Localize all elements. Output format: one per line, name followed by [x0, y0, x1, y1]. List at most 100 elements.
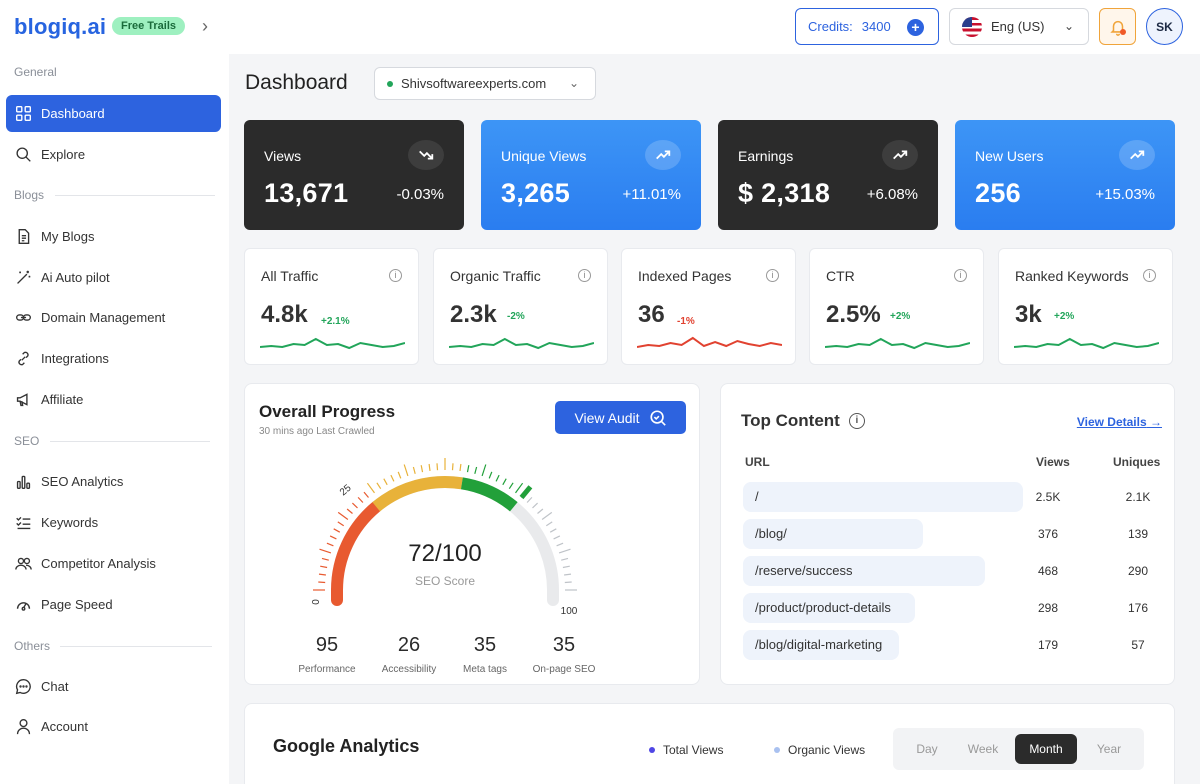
chevron-right-icon[interactable]: › [202, 16, 208, 36]
sub-score-label: Accessibility [381, 664, 437, 675]
view-details-link[interactable]: View Details → [1077, 415, 1162, 429]
stat-value: $ 2,318 [738, 178, 831, 208]
plus-icon[interactable]: + [907, 19, 924, 36]
metric-card-all-traffic[interactable]: All Traffic i 4.8k +2.1% [244, 248, 419, 365]
period-day[interactable]: Day [916, 742, 938, 756]
gauge-tick [412, 466, 416, 474]
info-icon[interactable]: i [1143, 269, 1156, 282]
sidebar-item-affiliate[interactable]: Affiliate [6, 381, 221, 418]
row-url[interactable]: /reserve/success [743, 556, 985, 586]
row-url[interactable]: /blog/digital-marketing [743, 630, 899, 660]
stat-value: 256 [975, 178, 1021, 208]
row-uniques: 139 [1127, 527, 1149, 541]
avatar[interactable]: SK [1146, 8, 1183, 45]
stat-change: +15.03% [1095, 186, 1155, 203]
gauge-tick [319, 548, 332, 554]
view-audit-button[interactable]: View Audit [555, 401, 686, 434]
seo-score-label: SEO Score [414, 574, 476, 588]
gauge-tick-label: 100 [561, 606, 578, 617]
period-week[interactable]: Week [967, 742, 999, 756]
table-row[interactable]: / 2.5K 2.1K [743, 482, 1173, 512]
sidebar-item-ai-auto-pilot[interactable]: Ai Auto pilot [6, 259, 221, 296]
sub-score-accessibility: 26 Accessibility [364, 634, 454, 675]
row-url[interactable]: /blog/ [743, 519, 923, 549]
period-month[interactable]: Month [1015, 734, 1077, 764]
stat-card-views[interactable]: Views 13,671 -0.03% [244, 120, 464, 230]
legend-total-views[interactable]: Total Views [649, 743, 723, 757]
table-row[interactable]: /blog/digital-marketing 179 57 [743, 630, 1173, 660]
metric-label: All Traffic [261, 268, 319, 284]
link-icon [14, 309, 32, 327]
free-trial-badge[interactable]: Free Trails [112, 17, 186, 35]
metric-card-ranked-keywords[interactable]: Ranked Keywords i 3k +2% [998, 248, 1173, 365]
language-select[interactable]: Eng (US) ⌄ [949, 8, 1089, 45]
metric-change: -2% [507, 311, 525, 322]
table-row[interactable]: /product/product-details 298 176 [743, 593, 1173, 623]
search-audit-icon [650, 409, 666, 426]
sidebar-item-competitor-analysis[interactable]: Competitor Analysis [6, 545, 221, 582]
table-row[interactable]: /blog/ 376 139 [743, 519, 1173, 549]
language-label: Eng (US) [991, 19, 1045, 34]
stat-value: 3,265 [501, 178, 571, 208]
sidebar-item-integrations[interactable]: Integrations [6, 340, 221, 377]
sidebar-item-keywords[interactable]: Keywords [6, 504, 221, 541]
stat-card-new-users[interactable]: New Users 256 +15.03% [955, 120, 1175, 230]
sparkline [1014, 337, 1159, 350]
sidebar-item-account[interactable]: Account [6, 708, 221, 745]
sidebar-item-label: Domain Management [41, 310, 166, 325]
metric-value: 2.3k [450, 301, 497, 328]
link-label: View Details [1076, 415, 1147, 429]
sidebar-item-label: Explore [41, 147, 86, 162]
megaphone-icon [14, 391, 32, 409]
top-content-title: Top Content [741, 411, 840, 430]
sub-score-performance: 95 Performance [282, 634, 372, 675]
metric-card-indexed-pages[interactable]: Indexed Pages i 36 -1% [621, 248, 796, 365]
stat-card-earnings[interactable]: Earnings $ 2,318 +6.08% [718, 120, 938, 230]
gauge-tick-label: 50 [439, 454, 451, 455]
gauge-tick [508, 482, 514, 490]
row-uniques: 290 [1127, 564, 1149, 578]
legend-dot [649, 747, 655, 753]
info-icon[interactable]: i [389, 269, 402, 282]
row-views: 376 [1037, 527, 1059, 541]
gauge-tick [390, 474, 395, 482]
sidebar-item-my-blogs[interactable]: My Blogs [6, 218, 221, 255]
stat-change: -0.03% [396, 186, 444, 203]
sub-score-label: Meta tags [463, 664, 507, 675]
sidebar-item-page-speed[interactable]: Page Speed [6, 586, 221, 623]
sidebar-item-seo-analytics[interactable]: SEO Analytics [6, 463, 221, 500]
metric-card-organic-traffic[interactable]: Organic Traffic i 2.3k -2% [433, 248, 608, 365]
metric-change: +2% [1054, 311, 1075, 322]
notifications-button[interactable] [1099, 8, 1136, 45]
gauge-tick [351, 502, 358, 509]
gauge-marker [519, 485, 533, 500]
info-icon[interactable]: i [954, 269, 967, 282]
stat-change: +11.01% [622, 186, 681, 203]
row-uniques: 176 [1127, 601, 1149, 615]
period-year[interactable]: Year [1096, 742, 1122, 756]
info-icon[interactable]: i [578, 269, 591, 282]
sidebar-item-domain-management[interactable]: Domain Management [6, 299, 221, 336]
stat-card-unique-views[interactable]: Unique Views 3,265 +11.01% [481, 120, 701, 230]
gauge-tick [333, 528, 341, 533]
credits-button[interactable]: Credits: 3400 + [795, 8, 939, 45]
site-select[interactable]: Shivsoftwareexperts.com ⌄ [374, 67, 596, 100]
site-name: Shivsoftwareexperts.com [401, 76, 547, 91]
logo[interactable]: blogiq.ai [14, 14, 107, 39]
sidebar-item-explore[interactable]: Explore [6, 136, 221, 173]
info-icon[interactable]: i [848, 413, 865, 429]
sub-score-on-page-seo: 35 On-page SEO [519, 634, 609, 675]
sidebar-item-chat[interactable]: Chat [6, 668, 221, 705]
row-url[interactable]: /product/product-details [743, 593, 915, 623]
table-row[interactable]: /reserve/success 468 290 [743, 556, 1173, 586]
top-content-panel: Top Content i View Details → URL Views U… [720, 383, 1175, 685]
info-icon[interactable]: i [766, 269, 779, 282]
page-title: Dashboard [245, 71, 348, 94]
panel-title: Overall Progress [259, 402, 396, 421]
sidebar-item-dashboard[interactable]: Dashboard [6, 95, 221, 132]
row-url[interactable]: / [743, 482, 1023, 512]
metric-change: +2.1% [321, 316, 350, 327]
metric-card-ctr[interactable]: CTR i 2.5% +2% [809, 248, 984, 365]
panel-title: Google Analytics [273, 736, 420, 756]
legend-organic-views[interactable]: Organic Views [774, 743, 865, 757]
